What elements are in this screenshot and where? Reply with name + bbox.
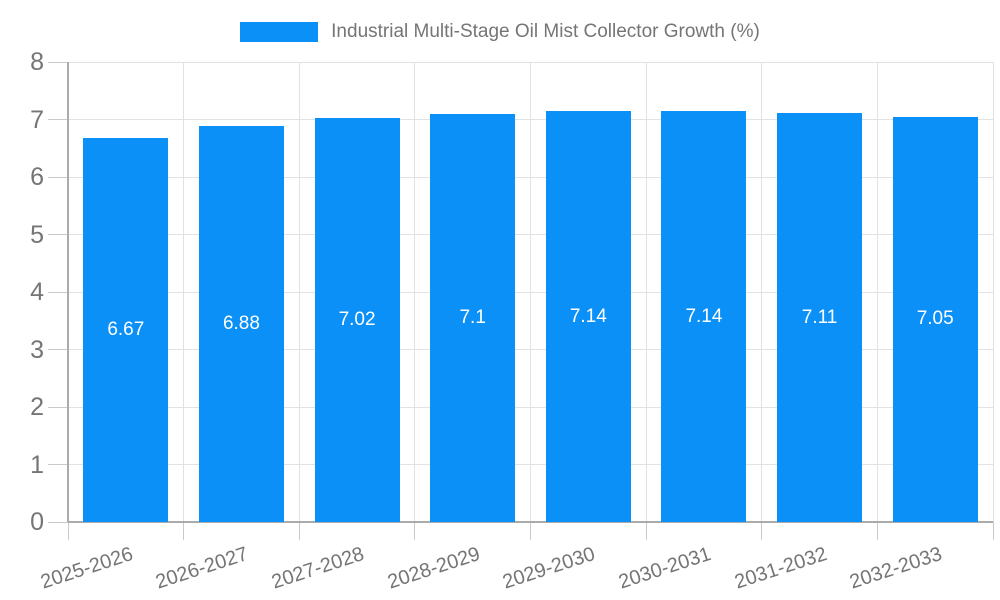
y-tick-mark <box>48 234 68 235</box>
x-axis-line <box>68 521 993 523</box>
x-gridline <box>530 62 531 522</box>
x-gridline <box>298 62 300 522</box>
y-tick-label: 1 <box>30 450 44 479</box>
bar-value-label: 6.88 <box>222 313 260 335</box>
x-tick-mark <box>298 522 300 540</box>
y-tick-label: 3 <box>30 335 44 364</box>
bar[interactable] <box>545 111 631 522</box>
y-tick-label: 5 <box>30 220 44 249</box>
y-tick-label: 4 <box>30 278 44 306</box>
y-tick-mark <box>48 406 68 408</box>
bar-value-label: 7.05 <box>916 308 954 330</box>
y-tick-mark <box>48 464 68 465</box>
y-tick-label: 0 <box>30 508 44 536</box>
x-tick-mark <box>183 522 185 540</box>
bar-value-label: 7.11 <box>801 306 838 328</box>
legend-swatch-icon <box>240 22 319 42</box>
bar[interactable] <box>83 138 169 522</box>
bar-value-label: 7.14 <box>569 305 607 327</box>
x-gridline <box>414 62 416 522</box>
bar-value-label: 7.1 <box>459 306 486 328</box>
x-tick-mark <box>992 522 994 540</box>
x-gridline <box>183 62 185 522</box>
bar-value-label: 7.14 <box>685 305 723 327</box>
y-tick-label: 6 <box>30 163 44 191</box>
bar[interactable] <box>777 113 863 522</box>
x-tick-mark <box>67 522 69 540</box>
x-tick-mark <box>530 522 531 540</box>
bar-value-label: 6.67 <box>107 319 145 341</box>
x-gridline <box>992 62 994 522</box>
y-tick-mark <box>48 291 68 293</box>
y-tick-mark <box>48 349 68 350</box>
y-tick-label: 8 <box>30 48 44 76</box>
bar-value-label: 7.02 <box>338 309 376 331</box>
x-tick-mark <box>876 522 878 540</box>
x-tick-mark <box>414 522 416 540</box>
bar[interactable] <box>892 116 978 522</box>
y-axis-line <box>67 62 69 522</box>
y-tick-mark <box>48 176 68 178</box>
y-tick-mark <box>48 521 68 523</box>
legend-item[interactable]: Industrial Multi-Stage Oil Mist Collecto… <box>0 19 1000 45</box>
x-tick-mark <box>645 522 647 540</box>
bar[interactable] <box>198 126 284 522</box>
y-tick-mark <box>48 119 68 120</box>
y-tick-label: 7 <box>30 105 44 134</box>
x-gridline <box>876 62 878 522</box>
x-gridline <box>761 62 763 522</box>
x-gridline <box>645 62 647 522</box>
bar[interactable] <box>661 111 747 522</box>
bar[interactable] <box>430 113 516 522</box>
y-tick-label: 2 <box>30 393 44 421</box>
y-tick-mark <box>48 61 68 63</box>
x-tick-mark <box>761 522 763 540</box>
bar[interactable] <box>314 118 400 522</box>
legend-label: Industrial Multi-Stage Oil Mist Collecto… <box>331 21 760 42</box>
